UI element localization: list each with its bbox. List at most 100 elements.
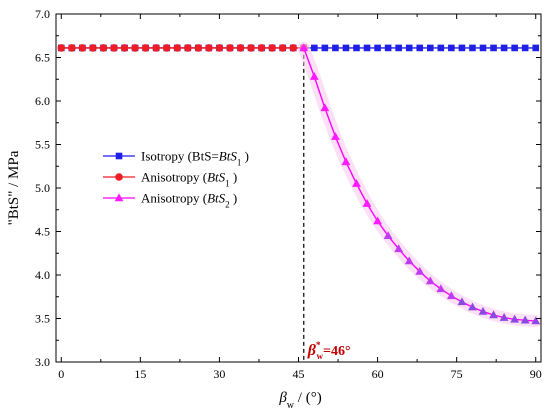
data-point-isotropy [469,44,476,52]
threshold-value: =46° [323,344,351,359]
x-axis-symbol: β [278,390,287,406]
x-tick-label: 0 [58,367,64,381]
data-point-anisotropy-bts1 [215,44,224,52]
data-point-anisotropy-bts2 [457,297,467,306]
data-point-anisotropy-bts2 [331,132,340,140]
x-axis-title: βw / (°) [278,390,321,411]
data-point-anisotropy-bts1 [268,44,276,52]
legend-label-text: Isotropy (BtS= [141,149,219,164]
data-point-isotropy [416,44,424,52]
data-point-anisotropy-bts1 [57,44,66,52]
legend-label-text: Anisotropy ( [141,170,207,185]
data-point-isotropy [490,44,497,52]
threshold-annotation: β* w=46° [307,340,351,361]
legend-entry-isotropy: Isotropy (BtS=BtS1 ) [103,149,249,168]
x-tick-label: 45 [293,367,305,381]
data-point-isotropy [332,44,339,52]
y-tick-label: 3.0 [35,355,50,369]
data-point-isotropy [384,44,392,52]
data-point-anisotropy-bts1 [236,44,245,52]
axes-layer: 3.0 3.5 4.0 4.5 5.0 5.5 6.0 6.5 7.0 0 15 30 45 60 75 90… [6,7,542,411]
data-point-anisotropy-bts2 [383,231,393,240]
legend-label-close: ) [230,191,238,206]
data-point-anisotropy-bts2 [520,315,530,324]
legend-marker [115,152,123,160]
legend-label-close: ) [241,149,249,164]
data-point-anisotropy-bts1 [78,44,87,52]
data-point-anisotropy-bts2 [510,314,520,323]
threshold-sup: * [316,340,321,350]
data-point-isotropy [426,44,434,52]
data-point-anisotropy-bts2 [404,256,414,265]
data-point-anisotropy-bts2 [446,291,456,300]
series-layer [57,41,542,328]
series-band-anisotropy-bts2 [297,41,542,328]
data-point-anisotropy-bts1 [183,44,192,52]
data-point-isotropy [311,44,318,52]
data-point-isotropy [448,44,455,52]
data-point-isotropy [374,44,381,52]
y-tick-label: 3.5 [35,312,50,326]
data-point-anisotropy-bts1 [162,44,171,52]
x-tick-label: 30 [213,367,225,381]
legend-label-subscript: 1 [225,179,230,189]
data-point-isotropy [363,44,371,52]
data-point-isotropy [353,44,360,52]
threshold-sub: w [316,351,323,361]
data-point-anisotropy-bts2 [341,157,351,166]
data-point-anisotropy-bts2 [362,199,372,207]
data-point-isotropy [500,44,508,52]
legend-label: Anisotropy (BtS2 ) [141,191,237,210]
legend-marker [114,193,124,202]
data-point-anisotropy-bts2 [373,216,382,225]
data-point-anisotropy-bts1 [173,44,182,52]
data-point-isotropy [458,44,466,52]
data-point-anisotropy-bts1 [226,44,234,52]
data-point-isotropy [437,44,445,52]
data-point-isotropy [395,44,402,52]
x-tick-label: 60 [372,367,384,381]
data-point-isotropy [532,44,540,52]
data-point-anisotropy-bts2 [499,313,509,321]
data-point-anisotropy-bts2 [468,302,477,311]
data-point-anisotropy-bts1 [68,44,76,52]
data-point-anisotropy-bts1 [257,44,266,52]
y-axis-title: "BtS" / MPa [6,150,22,225]
x-axis-unit: / (°) [294,390,322,406]
legend-label: Anisotropy (BtS1 ) [141,170,237,189]
data-point-isotropy [405,44,413,52]
y-tick-label: 4.0 [35,268,50,282]
data-point-anisotropy-bts1 [152,44,160,52]
data-point-anisotropy-bts2 [352,179,361,187]
data-point-isotropy [511,44,518,52]
x-tick-label: 15 [134,367,146,381]
x-axis-subscript: w [287,400,295,411]
data-point-anisotropy-bts1 [278,44,287,52]
legend-entry-anisotropy-bts1: Anisotropy (BtS1 ) [103,170,237,189]
data-point-anisotropy-bts2 [531,316,541,325]
series-anisotropy-bts1 [57,44,308,52]
legend-label-italic: BtS [219,149,238,164]
legend-label-subscript: 1 [237,158,242,168]
y-tick-label: 6.0 [35,94,50,108]
data-point-anisotropy-bts1 [89,44,97,52]
legend-label-text: Anisotropy ( [141,191,207,206]
series-anisotropy-bts2 [297,41,542,328]
legend-label-italic: BtS [207,191,226,206]
data-point-anisotropy-bts1 [194,44,203,52]
data-point-anisotropy-bts1 [99,44,108,52]
data-point-anisotropy-bts2 [320,103,330,112]
legend-marker [115,173,123,181]
data-point-isotropy [342,44,350,52]
y-tick-label: 5.0 [35,181,50,195]
data-point-anisotropy-bts2 [425,276,435,285]
data-point-anisotropy-bts1 [289,44,298,52]
legend-label: Isotropy (BtS=BtS1 ) [141,149,249,168]
data-point-isotropy [521,44,529,52]
data-point-anisotropy-bts1 [205,44,213,52]
legend-label-subscript: 2 [225,200,230,210]
series-line-anisotropy-bts2 [303,47,536,322]
x-tick-label: 90 [530,367,542,381]
legend: Isotropy (BtS=BtS1 )Anisotropy (BtS1 )An… [103,149,249,210]
